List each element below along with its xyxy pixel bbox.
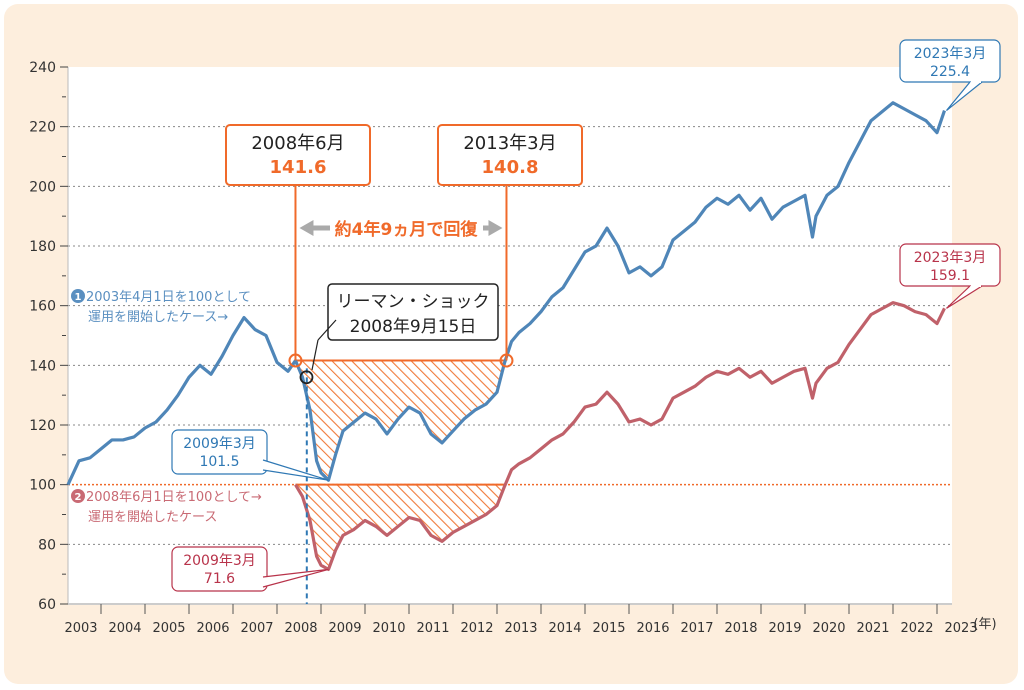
start-point-marker: [288, 353, 303, 368]
x-tick-label: 2016: [636, 621, 669, 636]
red-end-pointer: [946, 285, 983, 309]
span-arrow-left-head: [299, 220, 314, 236]
y-tick-label: 180: [29, 239, 56, 255]
lehman-box: [327, 283, 499, 341]
series2-label-line2: 運用を開始したケース: [88, 510, 217, 525]
series1-label-badge-number: 1: [75, 292, 82, 303]
lehman-leader: [317, 319, 337, 341]
red-trough-box: [171, 546, 268, 592]
recovery-point-marker: [499, 353, 514, 368]
blue-end-pointer: [946, 81, 983, 112]
start-point-date: 2008年6月: [251, 133, 344, 154]
x-tick-label: 2005: [152, 621, 185, 636]
start-point-value: 141.6: [270, 157, 327, 178]
x-tick-label: 2006: [196, 621, 229, 636]
red-end-value: 159.1: [930, 268, 970, 284]
x-tick-label: 2010: [372, 621, 405, 636]
x-tick-label: 2003: [64, 621, 97, 636]
x-tick-label: 2023: [944, 621, 977, 636]
recovery-point-value: 140.8: [482, 157, 539, 178]
series1-label-badge: [71, 289, 85, 303]
y-tick-label: 140: [29, 358, 56, 374]
red-trough-value: 71.6: [204, 571, 235, 587]
y-tick-label: 100: [29, 478, 56, 494]
blue-trough-pointer: [262, 459, 329, 481]
drawdown-area-series1: [295, 360, 505, 481]
red-trough-pointer: [262, 568, 329, 588]
x-tick-label: 2015: [592, 621, 625, 636]
span-arrow-right-head: [488, 220, 503, 236]
series1-line: [66, 101, 946, 486]
y-tick-label: 120: [29, 418, 56, 434]
x-tick-label: 2013: [504, 621, 537, 636]
x-tick-label: 2014: [548, 621, 581, 636]
red-end-box: [899, 243, 1001, 287]
y-tick-label: 160: [29, 299, 56, 315]
lehman-title: リーマン・ショック: [337, 292, 490, 312]
x-tick-label: 2020: [812, 621, 845, 636]
lehman-date: 2008年9月15日: [350, 317, 477, 337]
x-tick-label: 2011: [416, 621, 449, 636]
series1-label-line2: 運用を開始したケース→: [88, 310, 228, 325]
recovery-span-label: 約4年9ヵ月で回復: [335, 219, 479, 240]
x-tick-label: 2018: [724, 621, 757, 636]
lehman-marker: [299, 370, 314, 385]
lehman-leader-2: [311, 339, 319, 371]
series2-label-badge: [71, 489, 85, 503]
blue-end-date: 2023年3月: [914, 46, 987, 62]
x-tick-label: 2021: [856, 621, 889, 636]
y-tick-label: 240: [29, 60, 56, 76]
x-tick-label: 2008: [284, 621, 317, 636]
y-tick-label: 60: [38, 597, 56, 613]
y-tick-label: 220: [29, 120, 56, 136]
recovery-point-date: 2013年3月: [463, 133, 556, 154]
recovery-point-box: [437, 124, 583, 186]
series2-label-badge-number: 2: [75, 492, 82, 503]
blue-end-box: [899, 39, 1001, 83]
x-tick-label: 2022: [900, 621, 933, 636]
red-trough-date: 2009年3月: [183, 553, 256, 569]
y-tick-label: 80: [38, 537, 56, 553]
x-tick-label: 2009: [328, 621, 361, 636]
x-tick-label: 2017: [680, 621, 713, 636]
x-tick-label: 2019: [768, 621, 801, 636]
series2-label-line1: 2008年6月1日を100として→: [86, 490, 262, 505]
drawdown-area-series2: [295, 484, 505, 570]
red-end-date: 2023年3月: [914, 250, 987, 266]
blue-trough-box: [171, 429, 268, 475]
blue-trough-date: 2009年3月: [183, 436, 256, 452]
blue-end-value: 225.4: [930, 64, 970, 80]
blue-trough-value: 101.5: [199, 454, 239, 470]
x-tick-label: 2007: [240, 621, 273, 636]
x-tick-label: 2012: [460, 621, 493, 636]
y-tick-label: 200: [29, 179, 56, 195]
series1-label-line1: 2003年4月1日を100として: [86, 290, 251, 305]
start-point-box: [225, 124, 371, 186]
x-tick-label: 2004: [108, 621, 141, 636]
x-axis-unit-label: (年): [973, 617, 996, 632]
